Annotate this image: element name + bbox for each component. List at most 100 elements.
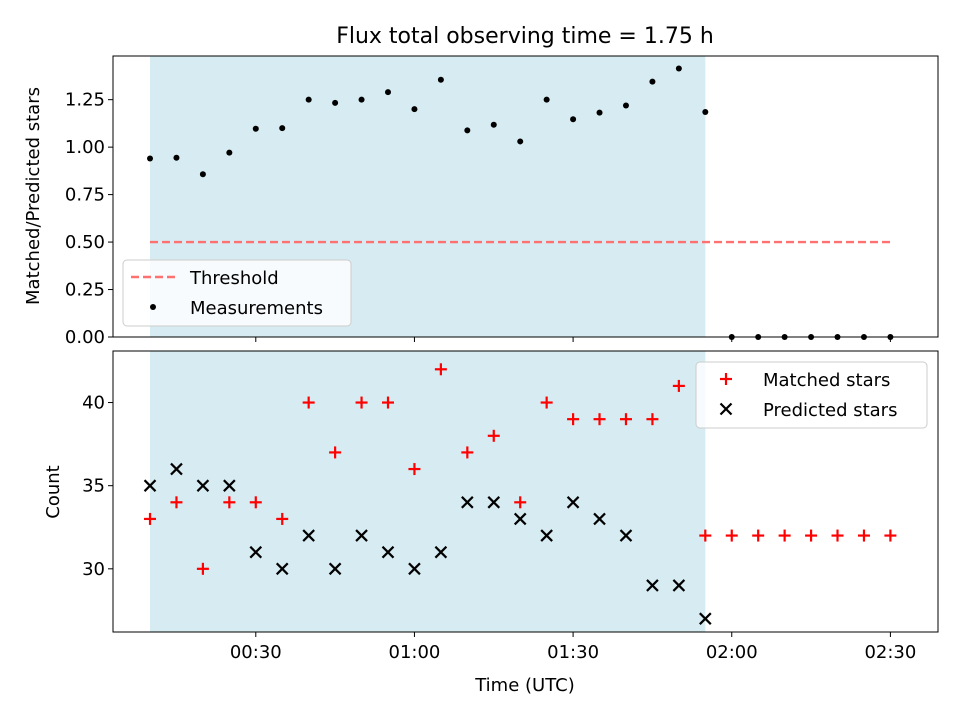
matched-star-point: [249, 496, 262, 509]
matched-star-point: [355, 396, 368, 409]
top-panel: 0.00 0.25 0.50 0.75 1.00 1.25 Matched/Predict…: [23, 55, 939, 348]
predicted-star-point: [196, 479, 210, 492]
predicted-star-point-b: [249, 545, 263, 559]
predicted-star-point: [461, 496, 474, 509]
x-tick-label: 02:30: [864, 642, 916, 663]
predicted-star-point-b: [143, 479, 157, 492]
matched-star-point: [223, 496, 236, 509]
y-tick-label: 0.00: [65, 327, 105, 348]
matched-star-point: [144, 512, 157, 525]
matched-star-point: [857, 529, 870, 542]
matched-star-point: [778, 529, 791, 542]
legend-threshold-label: Threshold: [189, 268, 279, 289]
predicted-star-points: [143, 462, 712, 625]
predicted-star-point-b: [170, 462, 183, 476]
legend-predicted-swatch: [719, 402, 733, 416]
y-tick-label: 1.25: [65, 90, 105, 111]
measurement-point: [649, 78, 656, 85]
bottom-axes-frame: [112, 350, 939, 633]
predicted-star-point-b: [434, 545, 448, 559]
bottom-y-axis-label: Count: [43, 465, 64, 518]
predicted-star-point-b: [302, 529, 315, 542]
matched-star-point: [567, 413, 580, 426]
measurement-point: [226, 149, 233, 156]
predicted-star-point-b: [355, 529, 368, 542]
matched-star-point: [593, 413, 606, 426]
bottom-y-axis: 30 35 40: [82, 393, 113, 580]
predicted-star-point-b: [275, 562, 289, 576]
matched-star-point: [329, 446, 342, 459]
matched-star-point: [619, 413, 632, 426]
predicted-star-point: [646, 579, 659, 592]
chart-title: Flux total observing time = 1.75 h: [336, 24, 714, 49]
matched-star-points: [144, 363, 897, 575]
x-tick-label: 02:00: [706, 642, 758, 663]
matched-star-point: [302, 396, 315, 409]
matched-star-point: [461, 446, 474, 459]
measurement-point: [570, 116, 577, 123]
measurement-point: [464, 127, 471, 134]
legend-predicted-label: Predicted stars: [763, 400, 897, 421]
predicted-star-point: [540, 529, 553, 542]
predicted-star-point-b: [540, 529, 553, 542]
predicted-star-point-b: [672, 579, 686, 592]
y-tick-label: 0.25: [65, 280, 105, 301]
top-legend-box: [122, 259, 352, 327]
legend-matched-swatch: [720, 373, 732, 385]
measurement-point: [305, 96, 312, 103]
legend-measurements-swatch: [150, 304, 156, 310]
matched-star-point: [672, 379, 685, 392]
measurement-point: [358, 96, 365, 103]
x-tick-label: 01:30: [547, 642, 599, 663]
bottom-shaded-span: [150, 351, 706, 632]
y-tick-label: 1.00: [65, 137, 105, 158]
predicted-star-point: [672, 579, 686, 592]
matched-star-point: [752, 529, 765, 542]
predicted-star-point-b: [381, 545, 395, 559]
predicted-star-point: [170, 462, 183, 476]
top-legend: Threshold Measurements: [122, 259, 352, 327]
matched-star-point: [170, 496, 183, 509]
matched-star-point: [699, 529, 712, 542]
legend-predicted-marker: [719, 402, 733, 416]
y-tick-label: 0.50: [65, 232, 105, 253]
measurement-point: [385, 89, 391, 96]
y-tick-label: 40: [82, 393, 105, 414]
measurement-point: [411, 106, 418, 113]
matched-star-point: [831, 529, 844, 542]
predicted-star-point: [699, 612, 712, 625]
top-axes-frame: [112, 55, 939, 338]
matched-star-point: [805, 529, 818, 542]
predicted-star-point: [275, 562, 289, 576]
top-y-axis: 0.00 0.25 0.50 0.75 1.00 1.25: [65, 90, 113, 348]
measurement-point: [147, 155, 154, 162]
matched-star-point: [276, 512, 289, 525]
predicted-star-point: [408, 562, 421, 576]
predicted-star-point: [619, 529, 633, 542]
predicted-star-point-b: [487, 496, 501, 509]
predicted-star-point-b: [196, 479, 210, 492]
matched-star-point: [646, 413, 659, 426]
predicted-star-point-b: [699, 612, 712, 625]
predicted-star-point-b: [619, 529, 633, 542]
measurement-point: [596, 109, 603, 116]
predicted-star-point-b: [223, 479, 236, 492]
matched-star-point: [382, 396, 394, 409]
matched-star-point: [434, 363, 447, 376]
measurement-point: [279, 125, 286, 132]
predicted-star-point-b: [461, 496, 474, 509]
bottom-panel: 30 35 40 00:30 01:00 01:30 02:00 02:30 Count T…: [43, 350, 939, 696]
matched-star-point: [408, 463, 421, 476]
bottom-legend-box: [695, 361, 928, 429]
predicted-star-point: [223, 479, 236, 492]
measurement-point: [622, 102, 629, 109]
predicted-star-point-b: [566, 496, 580, 509]
legend-measurements-label: Measurements: [190, 298, 323, 319]
predicted-star-point: [143, 479, 157, 492]
bottom-x-axis: 00:30 01:00 01:30 02:00 02:30: [230, 632, 916, 663]
y-tick-label: 0.75: [65, 185, 105, 206]
measurement-point: [675, 65, 682, 72]
predicted-star-point: [487, 496, 501, 509]
y-tick-label: 35: [82, 476, 105, 497]
x-axis-label: Time (UTC): [474, 675, 575, 696]
